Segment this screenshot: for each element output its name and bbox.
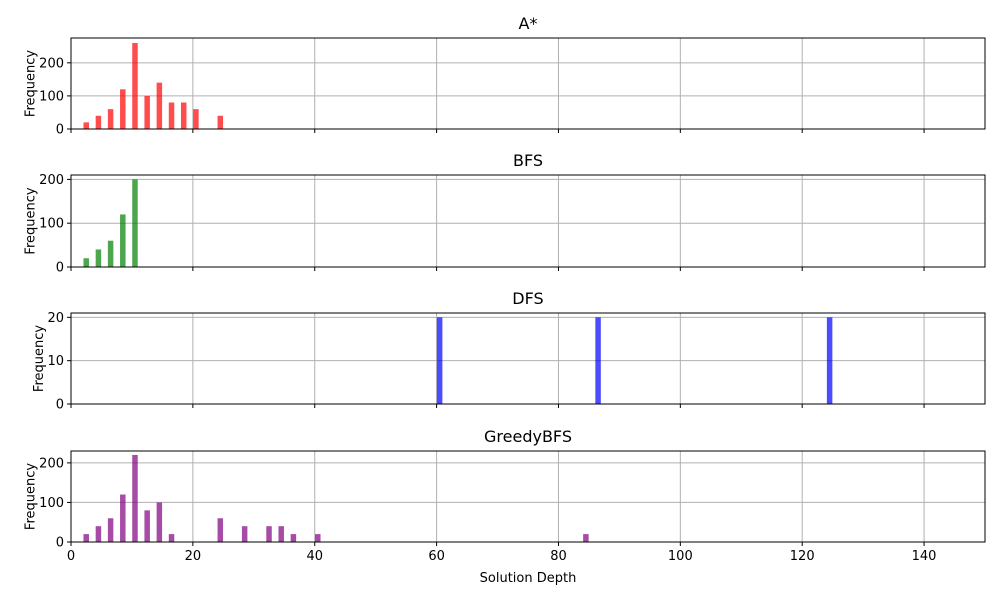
bar	[583, 534, 589, 542]
y-tick-label: 200	[39, 456, 64, 471]
bar	[120, 214, 126, 267]
axes-frame	[70, 37, 986, 130]
axes-frame	[70, 450, 986, 543]
y-axis-label: Frequency	[24, 187, 39, 254]
y-tick-label: 0	[56, 398, 64, 413]
subplot-panels: 0100200A*Frequency0100200BFSFrequency010…	[24, 14, 986, 586]
x-tick-label: 100	[668, 549, 693, 564]
bar	[132, 179, 138, 267]
bar	[168, 534, 175, 542]
y-tick-label: 0	[56, 261, 64, 276]
bar	[266, 526, 272, 542]
bar	[132, 42, 138, 129]
bar	[217, 518, 224, 542]
bar	[168, 102, 175, 129]
bar	[95, 249, 102, 267]
bar	[83, 122, 89, 129]
y-axis-label: Frequency	[32, 325, 47, 392]
bar	[132, 454, 138, 542]
y-tick-label: 200	[39, 173, 64, 188]
bar	[144, 510, 150, 542]
subplot-title: BFS	[513, 151, 543, 170]
y-axis-label: Frequency	[24, 463, 39, 530]
x-tick-label: 120	[790, 549, 815, 564]
y-tick-label: 100	[39, 217, 64, 232]
x-tick-label: 140	[912, 549, 937, 564]
bar	[95, 115, 102, 129]
bar	[217, 115, 224, 129]
bar	[290, 534, 297, 542]
subplot-title: GreedyBFS	[484, 427, 572, 446]
bar	[83, 534, 89, 542]
subplot-3: 0 10 20 DFS Frequency	[32, 289, 986, 413]
y-tick-label: 100	[39, 496, 64, 511]
y-tick-label: 200	[39, 56, 64, 71]
bar	[107, 109, 114, 129]
axes-frame	[70, 312, 986, 405]
bar	[95, 526, 102, 542]
x-tick-label: 20	[185, 549, 202, 564]
bar	[826, 317, 833, 404]
bar	[144, 95, 150, 129]
y-tick-label: 0	[56, 536, 64, 551]
subplot-title: A*	[519, 14, 538, 33]
x-tick-label: 40	[306, 549, 323, 564]
bar	[156, 502, 163, 542]
subplot-1: 0 100 200 A* Frequency	[24, 14, 986, 138]
bar	[107, 518, 114, 542]
y-tick-label: 0	[56, 123, 64, 138]
bar	[241, 526, 248, 542]
x-tick-label: 60	[428, 549, 445, 564]
bar	[193, 109, 199, 129]
bar	[595, 317, 601, 404]
bar	[156, 82, 163, 129]
x-axis-label: Solution Depth	[480, 571, 577, 586]
x-tick-label: 0	[67, 549, 75, 564]
bar	[278, 526, 284, 542]
y-tick-label: 100	[39, 89, 64, 104]
subplot-4: 0 20 40 60 80 100 120 140 0 100 200 GreedyBFS Freque…	[24, 427, 986, 586]
y-tick-label: 10	[47, 354, 64, 369]
x-tick-label: 80	[550, 549, 567, 564]
bar	[120, 89, 126, 129]
bar	[436, 317, 443, 404]
y-axis-label: Frequency	[24, 50, 39, 117]
bar	[107, 240, 114, 267]
axes-frame	[70, 174, 986, 268]
bar	[315, 534, 321, 542]
y-tick-label: 20	[47, 311, 64, 326]
bar	[180, 102, 187, 129]
bar	[120, 494, 126, 542]
subplot-title: DFS	[512, 289, 543, 308]
subplot-2: 0 100 200 BFS Frequency	[24, 151, 986, 276]
bar	[83, 258, 89, 267]
